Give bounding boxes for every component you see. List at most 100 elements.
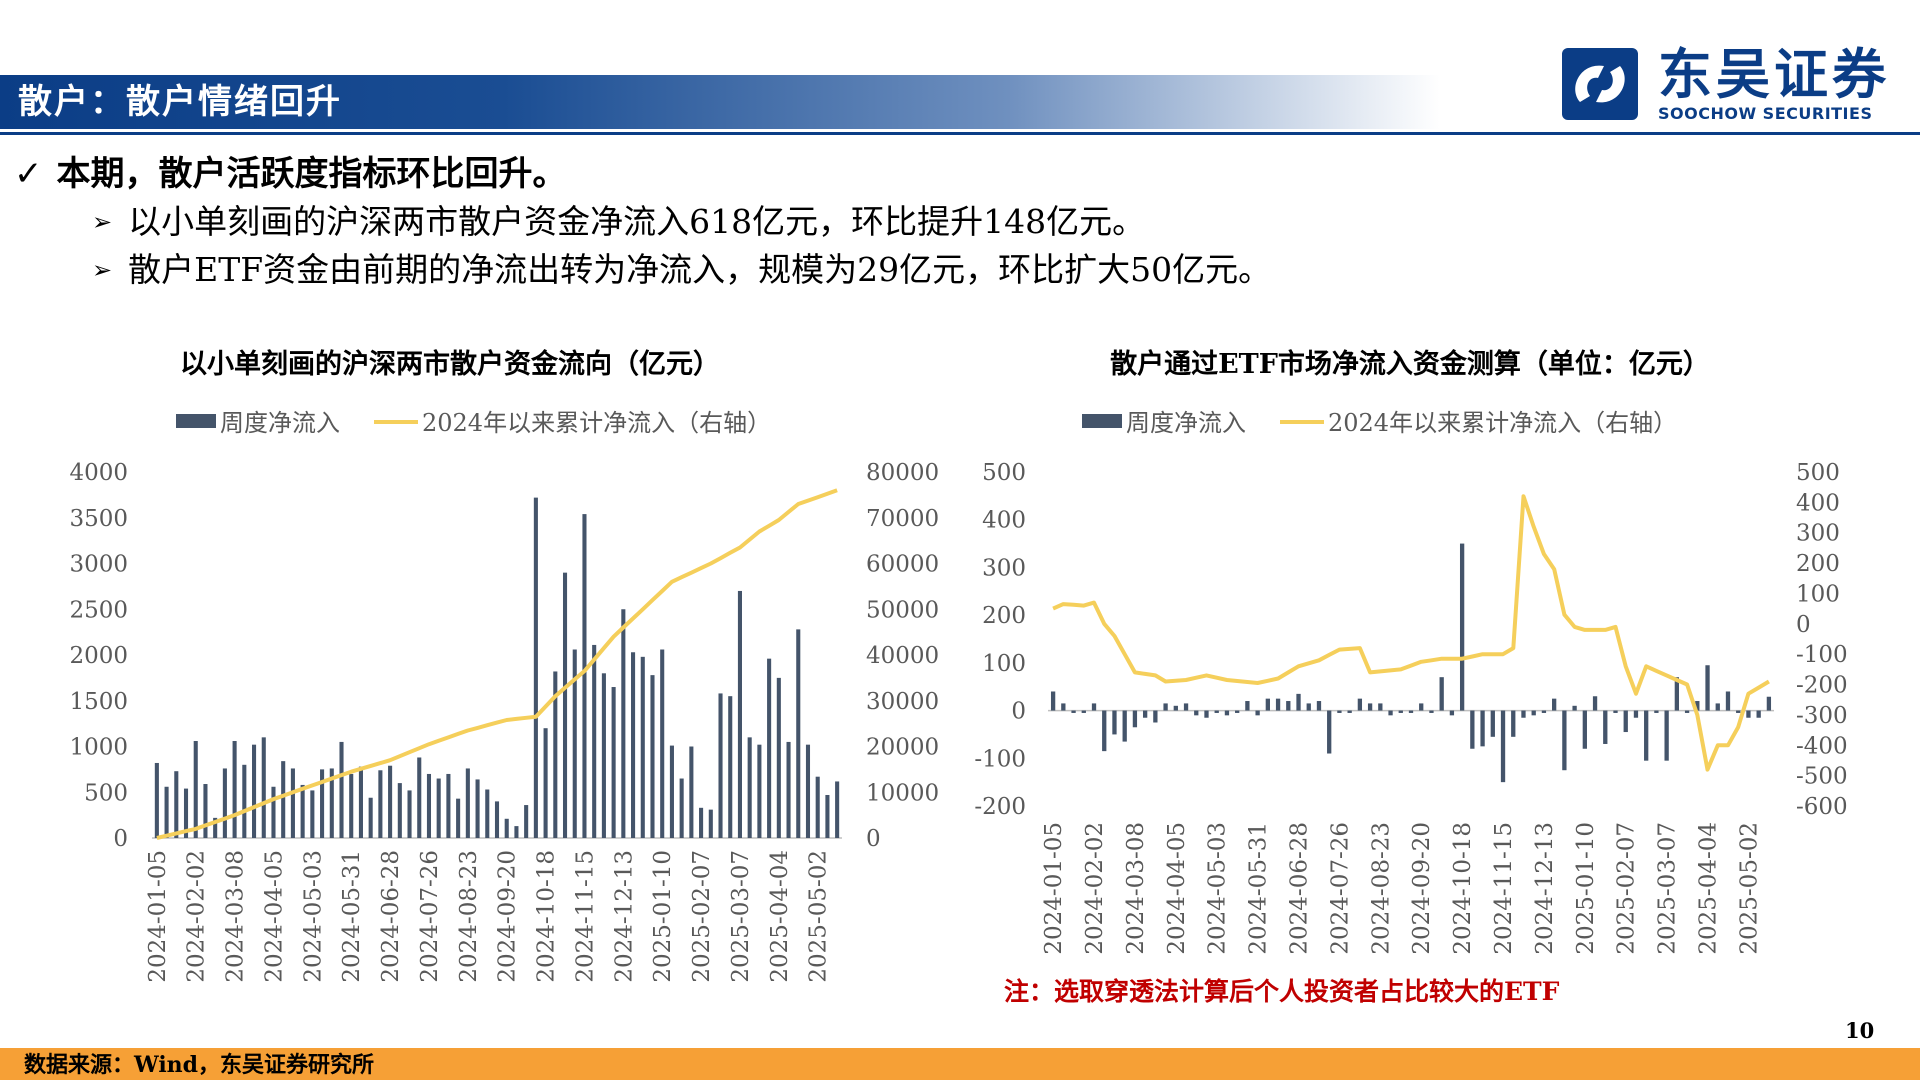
weekly-bar: [1766, 696, 1772, 711]
weekly-bar: [1102, 710, 1107, 752]
y-right-tick-label: 400: [1796, 490, 1840, 516]
weekly-bar: [1644, 710, 1649, 761]
weekly-bar: [368, 797, 373, 838]
weekly-bar: [1684, 710, 1690, 713]
weekly-bar: [825, 794, 830, 838]
weekly-bar: [533, 497, 538, 838]
x-tick-label: 2024-07-26: [417, 850, 443, 983]
weekly-bar: [631, 652, 636, 838]
weekly-bar: [1132, 710, 1138, 728]
weekly-bar: [320, 769, 325, 838]
chart2-legend-bar-label: 周度净流入: [1126, 409, 1246, 437]
weekly-bar: [1214, 710, 1219, 713]
y-right-tick-label: 40000: [866, 643, 939, 669]
arrow-bullet-icon: ➢: [92, 208, 113, 236]
cumulative-line: [1052, 494, 1770, 772]
x-tick-label: 2024-01-05: [1041, 822, 1067, 955]
weekly-bar: [1112, 710, 1117, 735]
x-tick-label: 2025-03-07: [728, 850, 754, 983]
weekly-bar: [1235, 710, 1240, 713]
chart2-legend: 周度净流入 2024年以来累计净流入（右轴）: [1082, 408, 1677, 438]
weekly-bar: [1347, 710, 1352, 713]
weekly-bar: [494, 801, 500, 838]
y-left-tick-label: -200: [974, 794, 1026, 820]
weekly-bar: [1552, 698, 1557, 711]
y-left-tick-label: 1000: [69, 735, 128, 761]
y-left-tick-label: 3500: [69, 506, 128, 532]
cumulative-line: [156, 488, 838, 840]
weekly-bar: [757, 744, 762, 838]
weekly-bar: [300, 784, 305, 838]
x-tick-label: 2024-03-08: [1123, 822, 1149, 955]
x-tick-label: 2024-08-23: [1368, 822, 1394, 955]
weekly-bar: [1592, 696, 1598, 711]
weekly-bar: [1194, 710, 1199, 716]
x-tick-label: 2025-01-10: [650, 850, 676, 983]
chart1-legend-line-label: 2024年以来累计净流入（右轴）: [422, 409, 772, 437]
x-tick-label: 2025-01-10: [1573, 822, 1599, 955]
x-tick-label: 2024-12-13: [1532, 822, 1558, 955]
sub-bullet-2-text: 散户ETF资金由前期的净流出转为净流入，规模为29亿元，环比扩大50亿元。: [128, 250, 1272, 289]
weekly-bar: [553, 671, 558, 838]
y-left-tick-label: 0: [113, 826, 128, 852]
weekly-bar: [1255, 710, 1260, 716]
arrow-bullet-icon: ➢: [92, 256, 113, 284]
y-left-tick-label: 1500: [69, 689, 128, 715]
y-right-tick-label: 80000: [866, 460, 939, 486]
weekly-bar: [1654, 710, 1659, 713]
weekly-bar: [281, 761, 286, 838]
y-left-tick-label: 0: [1011, 699, 1026, 725]
x-tick-label: 2024-05-03: [1205, 822, 1231, 955]
weekly-bar: [1531, 710, 1536, 716]
weekly-bar: [1725, 691, 1731, 711]
y-left-tick-label: 2500: [69, 597, 128, 623]
y-right-tick-label: -600: [1796, 794, 1848, 820]
weekly-bar: [1439, 677, 1444, 711]
charts-canvas: 0500100015002000250030003500400001000020…: [69, 460, 1848, 983]
weekly-bar: [1061, 703, 1066, 711]
x-tick-label: 2024-05-31: [339, 850, 365, 983]
y-right-tick-label: 10000: [866, 780, 939, 806]
weekly-bar: [524, 805, 529, 838]
weekly-bar: [1378, 703, 1383, 711]
weekly-bar: [436, 778, 441, 838]
weekly-bar: [1746, 710, 1751, 718]
y-right-tick-label: 300: [1796, 521, 1840, 547]
weekly-bar: [261, 737, 266, 838]
y-right-tick-label: -400: [1796, 733, 1848, 759]
weekly-bar: [1091, 703, 1097, 711]
weekly-bar: [1398, 710, 1403, 713]
weekly-bar: [815, 776, 820, 838]
weekly-bar: [1562, 710, 1567, 771]
y-right-tick-label: 0: [866, 826, 881, 852]
brand-logo: 东吴证券 SOOCHOW SECURITIES: [1558, 44, 1898, 124]
y-left-tick-label: 500: [982, 460, 1026, 486]
chart1-legend-bar-label: 周度净流入: [220, 409, 340, 437]
weekly-bar: [1163, 703, 1168, 711]
y-right-tick-label: 50000: [866, 597, 939, 623]
weekly-bar: [650, 675, 655, 838]
weekly-bar: [174, 771, 179, 838]
y-left-tick-label: 400: [982, 508, 1026, 534]
weekly-bar: [747, 737, 752, 838]
weekly-bar: [485, 789, 490, 838]
x-tick-label: 2025-02-07: [689, 850, 715, 983]
sub-bullet-2: ➢ 散户ETF资金由前期的净流出转为净流入，规模为29亿元，环比扩大50亿元。: [92, 248, 1271, 292]
weekly-bar: [407, 790, 412, 838]
weekly-bar: [1490, 710, 1495, 737]
y-left-tick-label: 100: [982, 651, 1026, 677]
weekly-bar: [611, 687, 616, 838]
weekly-bar: [183, 788, 189, 838]
y-right-tick-label: 30000: [866, 689, 939, 715]
legend-bar-swatch: [176, 414, 216, 428]
x-tick-label: 2024-05-03: [300, 850, 326, 983]
chart2-note: 注：选取穿透法计算后个人投资者占比较大的ETF: [1004, 977, 1560, 1006]
weekly-bar: [572, 649, 577, 838]
chart1-title: 以小单刻画的沪深两市散户资金流向（亿元）: [180, 349, 720, 380]
weekly-bar: [358, 766, 363, 838]
check-icon: ✓: [14, 154, 43, 194]
weekly-bar: [232, 741, 237, 838]
weekly-bar: [1449, 710, 1455, 716]
y-left-tick-label: 500: [84, 780, 128, 806]
y-right-tick-label: 200: [1796, 551, 1840, 577]
